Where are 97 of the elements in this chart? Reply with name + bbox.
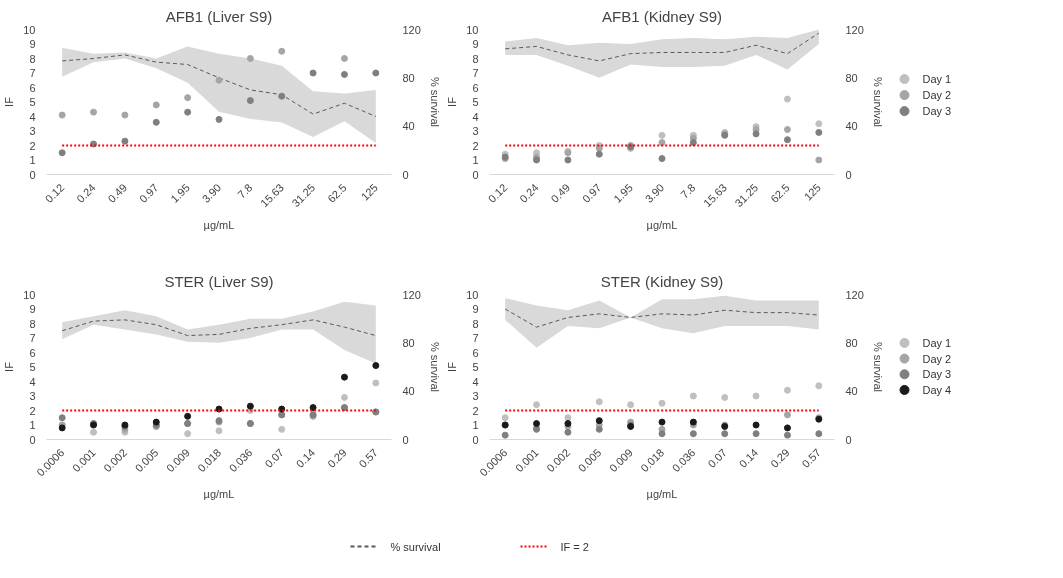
y-tick-label: 8 <box>472 52 479 65</box>
x-tick-label: 0.24 <box>517 181 541 205</box>
y-tick-label: 10 <box>23 288 36 301</box>
y-tick-label: 4 <box>472 375 479 388</box>
y-tick-label: 7 <box>472 332 479 344</box>
y-tick-label: 6 <box>29 346 36 359</box>
y-tick-label: 4 <box>472 110 479 123</box>
chart-title: AFB1 (Liver S9) <box>165 7 273 25</box>
y-tick-label: 5 <box>29 96 36 108</box>
y-tick-label: 8 <box>29 52 36 65</box>
x-tick-label: 7.8 <box>235 181 255 201</box>
y-tick-label: 2 <box>29 139 36 152</box>
y-tick-label: 3 <box>472 390 479 402</box>
legend-label: IF = 2 <box>560 540 589 553</box>
x-tick-label: 62.5 <box>325 181 349 205</box>
y-tick-label: 8 <box>29 317 36 330</box>
y-axis-title: IF <box>3 96 16 107</box>
legend-label: Day 1 <box>922 73 952 86</box>
x-tick-label: 0.24 <box>74 181 98 205</box>
x-tick-label: 7.8 <box>678 181 698 201</box>
y-tick-label: 9 <box>29 38 36 50</box>
chart-title: AFB1 (Kidney S9) <box>601 7 723 25</box>
y-axis-title: IF <box>446 361 459 372</box>
y2-axis-title: % survival <box>428 341 441 393</box>
y2-axis-title: % survival <box>428 76 441 128</box>
y2-tick-label: 0 <box>845 168 852 181</box>
y-tick-label: 2 <box>472 404 479 417</box>
y-tick-label: 4 <box>29 110 36 123</box>
y-tick-label: 0 <box>29 433 36 446</box>
legend-label: Day 4 <box>922 383 952 396</box>
y-tick-label: 10 <box>466 288 479 301</box>
x-tick-label: 0.49 <box>548 181 573 205</box>
legend-label: Day 2 <box>922 352 952 365</box>
y2-tick-label: 0 <box>402 433 409 446</box>
y2-tick-label: 40 <box>845 120 858 133</box>
y-tick-label: 2 <box>29 404 36 417</box>
legend-label: % survival <box>390 540 441 553</box>
x-tick-label: 125 <box>801 181 824 203</box>
y2-tick-label: 80 <box>845 71 858 84</box>
legend-label: Day 3 <box>922 368 952 381</box>
y-tick-label: 9 <box>472 303 479 315</box>
y2-tick-label: 40 <box>845 385 858 398</box>
x-tick-label: 125 <box>358 181 381 203</box>
x-axis-title: µg/mL <box>646 218 678 231</box>
y-tick-label: 3 <box>472 125 479 137</box>
chart-title: STER (Liver S9) <box>164 272 274 290</box>
chart-title: STER (Kidney S9) <box>600 272 724 290</box>
y2-tick-label: 0 <box>402 168 409 181</box>
y2-tick-label: 40 <box>402 120 415 133</box>
y-tick-label: 6 <box>29 81 36 94</box>
y-tick-label: 5 <box>472 361 479 373</box>
y2-tick-label: 80 <box>845 336 858 349</box>
y-tick-label: 1 <box>472 154 479 166</box>
y2-tick-label: 0 <box>845 433 852 446</box>
x-tick-label: 0.49 <box>105 181 130 205</box>
y2-axis-title: % survival <box>871 76 884 128</box>
y-tick-label: 1 <box>472 419 479 431</box>
y-tick-label: 8 <box>472 317 479 330</box>
y2-tick-label: 80 <box>402 71 415 84</box>
legend-label: Day 1 <box>922 336 952 349</box>
y-tick-label: 10 <box>23 23 36 36</box>
x-axis-title: µg/mL <box>203 487 235 500</box>
y-tick-label: 0 <box>29 168 36 181</box>
y-tick-label: 6 <box>472 81 479 94</box>
y-tick-label: 9 <box>29 303 36 315</box>
y-tick-label: 6 <box>472 346 479 359</box>
x-tick-label: 62.5 <box>768 181 792 205</box>
y-tick-label: 0 <box>472 433 479 446</box>
y-axis-title: IF <box>446 96 459 107</box>
y-tick-label: 5 <box>29 361 36 373</box>
y-tick-label: 4 <box>29 375 36 388</box>
y2-tick-label: 120 <box>845 23 864 36</box>
x-tick-label: 0.29 <box>768 446 792 470</box>
y-tick-label: 7 <box>472 67 479 79</box>
y-tick-label: 3 <box>29 390 36 402</box>
legend-label: Day 2 <box>922 89 952 102</box>
y-tick-label: 3 <box>29 125 36 137</box>
y-tick-label: 5 <box>472 96 479 108</box>
x-tick-label: 0.29 <box>325 446 349 470</box>
y2-tick-label: 80 <box>402 336 415 349</box>
y-tick-label: 10 <box>466 23 479 36</box>
y-tick-label: 1 <box>29 419 36 431</box>
y2-tick-label: 40 <box>402 385 415 398</box>
y2-axis-title: % survival <box>871 341 884 393</box>
legend-label: Day 3 <box>922 105 952 118</box>
x-axis-title: µg/mL <box>203 218 235 231</box>
y-tick-label: 7 <box>29 67 36 79</box>
y-tick-label: 9 <box>472 38 479 50</box>
y-axis-title: IF <box>3 361 16 372</box>
y2-tick-label: 120 <box>845 288 864 301</box>
y-tick-label: 0 <box>472 168 479 181</box>
y-tick-label: 7 <box>29 332 36 344</box>
y-tick-label: 1 <box>29 154 36 166</box>
y2-tick-label: 120 <box>402 23 421 36</box>
x-axis-title: µg/mL <box>646 487 678 500</box>
y2-tick-label: 120 <box>402 288 421 301</box>
y-tick-label: 2 <box>472 139 479 152</box>
